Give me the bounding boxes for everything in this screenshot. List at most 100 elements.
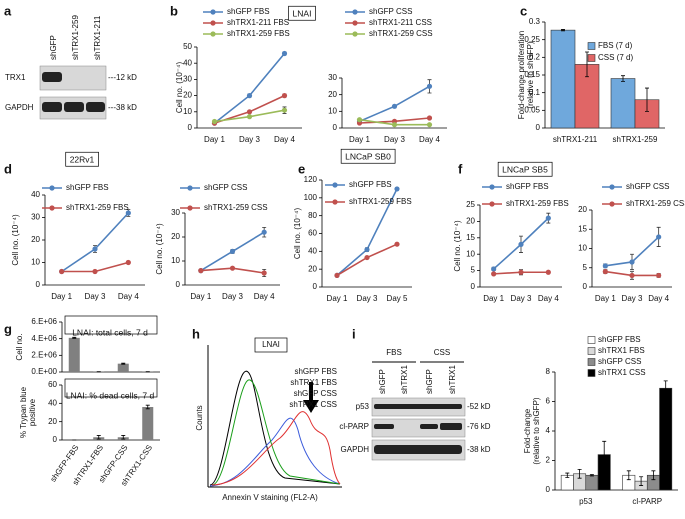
y-tick-label: 0 (471, 282, 476, 291)
x-tick-label: Day 3 (511, 294, 532, 303)
y-tick-label: 0.05 (524, 105, 540, 114)
blot-band (42, 72, 62, 82)
y-tick-label: 120 (304, 175, 318, 184)
y-tick-label: 30 (183, 75, 192, 84)
marker (261, 229, 267, 235)
legend-label: shTRX1-211 FBS (227, 18, 289, 27)
y-tick-label: 0 (536, 123, 541, 132)
row-label: GAPDH (5, 103, 34, 112)
y-axis-label: Cell no. (10⁻⁴) (175, 62, 184, 114)
marker (491, 271, 497, 277)
y-tick-label: 8 (546, 367, 551, 376)
blot-band (374, 445, 462, 454)
y-axis-label: % Trypan blue (19, 386, 28, 438)
x-tick-label: Day 1 (190, 292, 211, 301)
lane-label: shTRX1 (400, 365, 409, 394)
marker (246, 93, 253, 99)
error-bar (639, 476, 644, 486)
flow-title: LNAI (262, 340, 280, 349)
bar (585, 474, 599, 491)
bar (550, 29, 576, 129)
legend-label: shTRX1 CSS (598, 368, 646, 377)
title-box (288, 5, 316, 21)
x-tick-label: Day 1 (327, 294, 348, 303)
x-tick-label: Day 3 (622, 294, 643, 303)
legend-label: shGFP CSS (369, 7, 412, 16)
legend-label: shTRX1-259 CSS (204, 203, 268, 212)
y-tick-label: 6 (546, 397, 551, 406)
y-axis-label: Cell no. (15, 333, 24, 360)
legend-marker (210, 9, 216, 15)
marker (334, 272, 340, 279)
row-label: cl-PARP (339, 422, 369, 431)
lane-label: shTRX1 (448, 365, 457, 394)
x-tick-label: Day 4 (419, 135, 440, 144)
marker (356, 117, 363, 123)
x-tick-label: Day 3 (85, 292, 106, 301)
title-box (64, 378, 158, 398)
blot-band (420, 424, 438, 429)
y-tick-label: 6.E+06 (31, 317, 57, 326)
chart-title: 22Rv1 (70, 154, 95, 164)
y-tick-label: 0 (333, 123, 338, 132)
x-tick-label: Day 4 (254, 292, 275, 301)
error-bar (145, 404, 150, 410)
marker (261, 270, 267, 276)
group-label: CSS (434, 348, 450, 357)
y-tick-label: 10 (183, 107, 192, 116)
y-tick-label: 20 (171, 232, 180, 241)
bar (142, 407, 154, 440)
panel-label: f (458, 161, 463, 176)
legend-marker (332, 199, 338, 205)
legend-label: shGFP CSS (626, 182, 669, 191)
y-tick-label: 4 (546, 426, 551, 435)
y-tick-label: 10 (171, 256, 180, 265)
x-tick-label: Day 1 (51, 292, 72, 301)
y-tick-label: 20 (308, 264, 317, 273)
arrow-head (303, 400, 319, 413)
y-tick-label: 10 (578, 244, 587, 253)
legend-marker (332, 182, 338, 188)
legend-label: shTRX1-259 CSS (626, 199, 685, 208)
marker (391, 122, 398, 128)
y-tick-label: 60 (308, 229, 317, 238)
legend-label: shTRX1-259 CSS (369, 29, 433, 38)
y-tick-label: 30 (31, 213, 40, 222)
y-axis-label: (relative to shGFP) (532, 397, 541, 464)
legend-label: shGFP FBS (349, 180, 392, 189)
legend-label: shTRX1 CSS (289, 400, 337, 409)
y-axis-label: Fold-change proliferation (517, 31, 526, 120)
y-tick-label: 0.15 (524, 70, 540, 79)
chart-title: LNAI (293, 8, 312, 18)
y-tick-label: 0.25 (524, 35, 540, 44)
legend-label: shTRX1-259 FBS (506, 199, 569, 208)
legend-swatch (587, 358, 596, 366)
y-tick-label: 10 (466, 249, 475, 258)
blot-a: shGFP shTRX1-259 shTRX1-211 TRX1 GAPDH -… (5, 15, 137, 120)
title-box (65, 151, 99, 167)
x-tick-label: Day 3 (222, 292, 243, 301)
marker (426, 83, 433, 89)
row-label: TRX1 (5, 73, 26, 82)
y-tick-label: 2 (546, 456, 551, 465)
chart-title: LNCaP SB0 (345, 151, 391, 161)
blot-band (86, 102, 105, 112)
marker (246, 109, 253, 115)
y-tick-label: 0 (313, 282, 318, 291)
y-tick-label: 100 (304, 193, 318, 202)
y-axis-label: (relative to shGFP) (526, 41, 535, 108)
y-tick-label: 0.1 (529, 88, 541, 97)
legend-marker (210, 31, 216, 37)
flow-curve (211, 411, 341, 486)
error-bar (645, 87, 649, 112)
legend-label: shGFP FBS (66, 183, 109, 192)
marker (518, 241, 524, 247)
x-tick-label: Day 4 (648, 294, 669, 303)
y-tick-label: 5 (583, 263, 588, 272)
marker (246, 114, 253, 120)
y-axis-label: Cell no. (10⁻⁴) (155, 223, 164, 275)
y-tick-label: 40 (48, 398, 57, 407)
blot-band (64, 102, 84, 112)
lane-label: shGFP (378, 369, 387, 394)
legend-marker (49, 185, 55, 191)
